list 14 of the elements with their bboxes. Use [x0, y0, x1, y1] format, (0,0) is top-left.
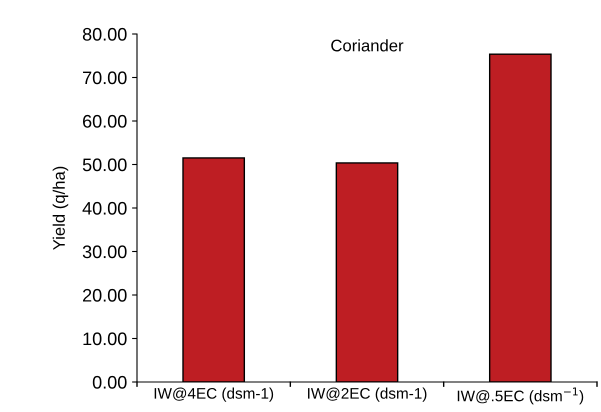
y-tick-label: 20.00	[83, 288, 127, 302]
y-tick-label: 80.00	[82, 28, 127, 41]
chart-title: Coriander	[331, 39, 404, 52]
x-tick-label: IW@4EC (dsm-1)	[154, 388, 274, 402]
x-tick-label: IW@2EC (dsm-1)	[308, 388, 426, 402]
y-tick-label: 30.00	[82, 245, 127, 258]
y-tick-label: 70.00	[83, 71, 127, 84]
y-tick-label: 10.00	[83, 332, 127, 346]
y-tick-label: 60.00	[83, 114, 127, 128]
y-tick-label: 50.00	[82, 158, 127, 172]
y-tick-label: 0.00	[92, 376, 127, 389]
y-tick-label: 40.00	[82, 202, 127, 215]
x-tick-label: IW@.5EC (dsm$^{−1}$)	[458, 388, 584, 404]
y-axis-title: Yield (q/ha)	[52, 166, 68, 250]
